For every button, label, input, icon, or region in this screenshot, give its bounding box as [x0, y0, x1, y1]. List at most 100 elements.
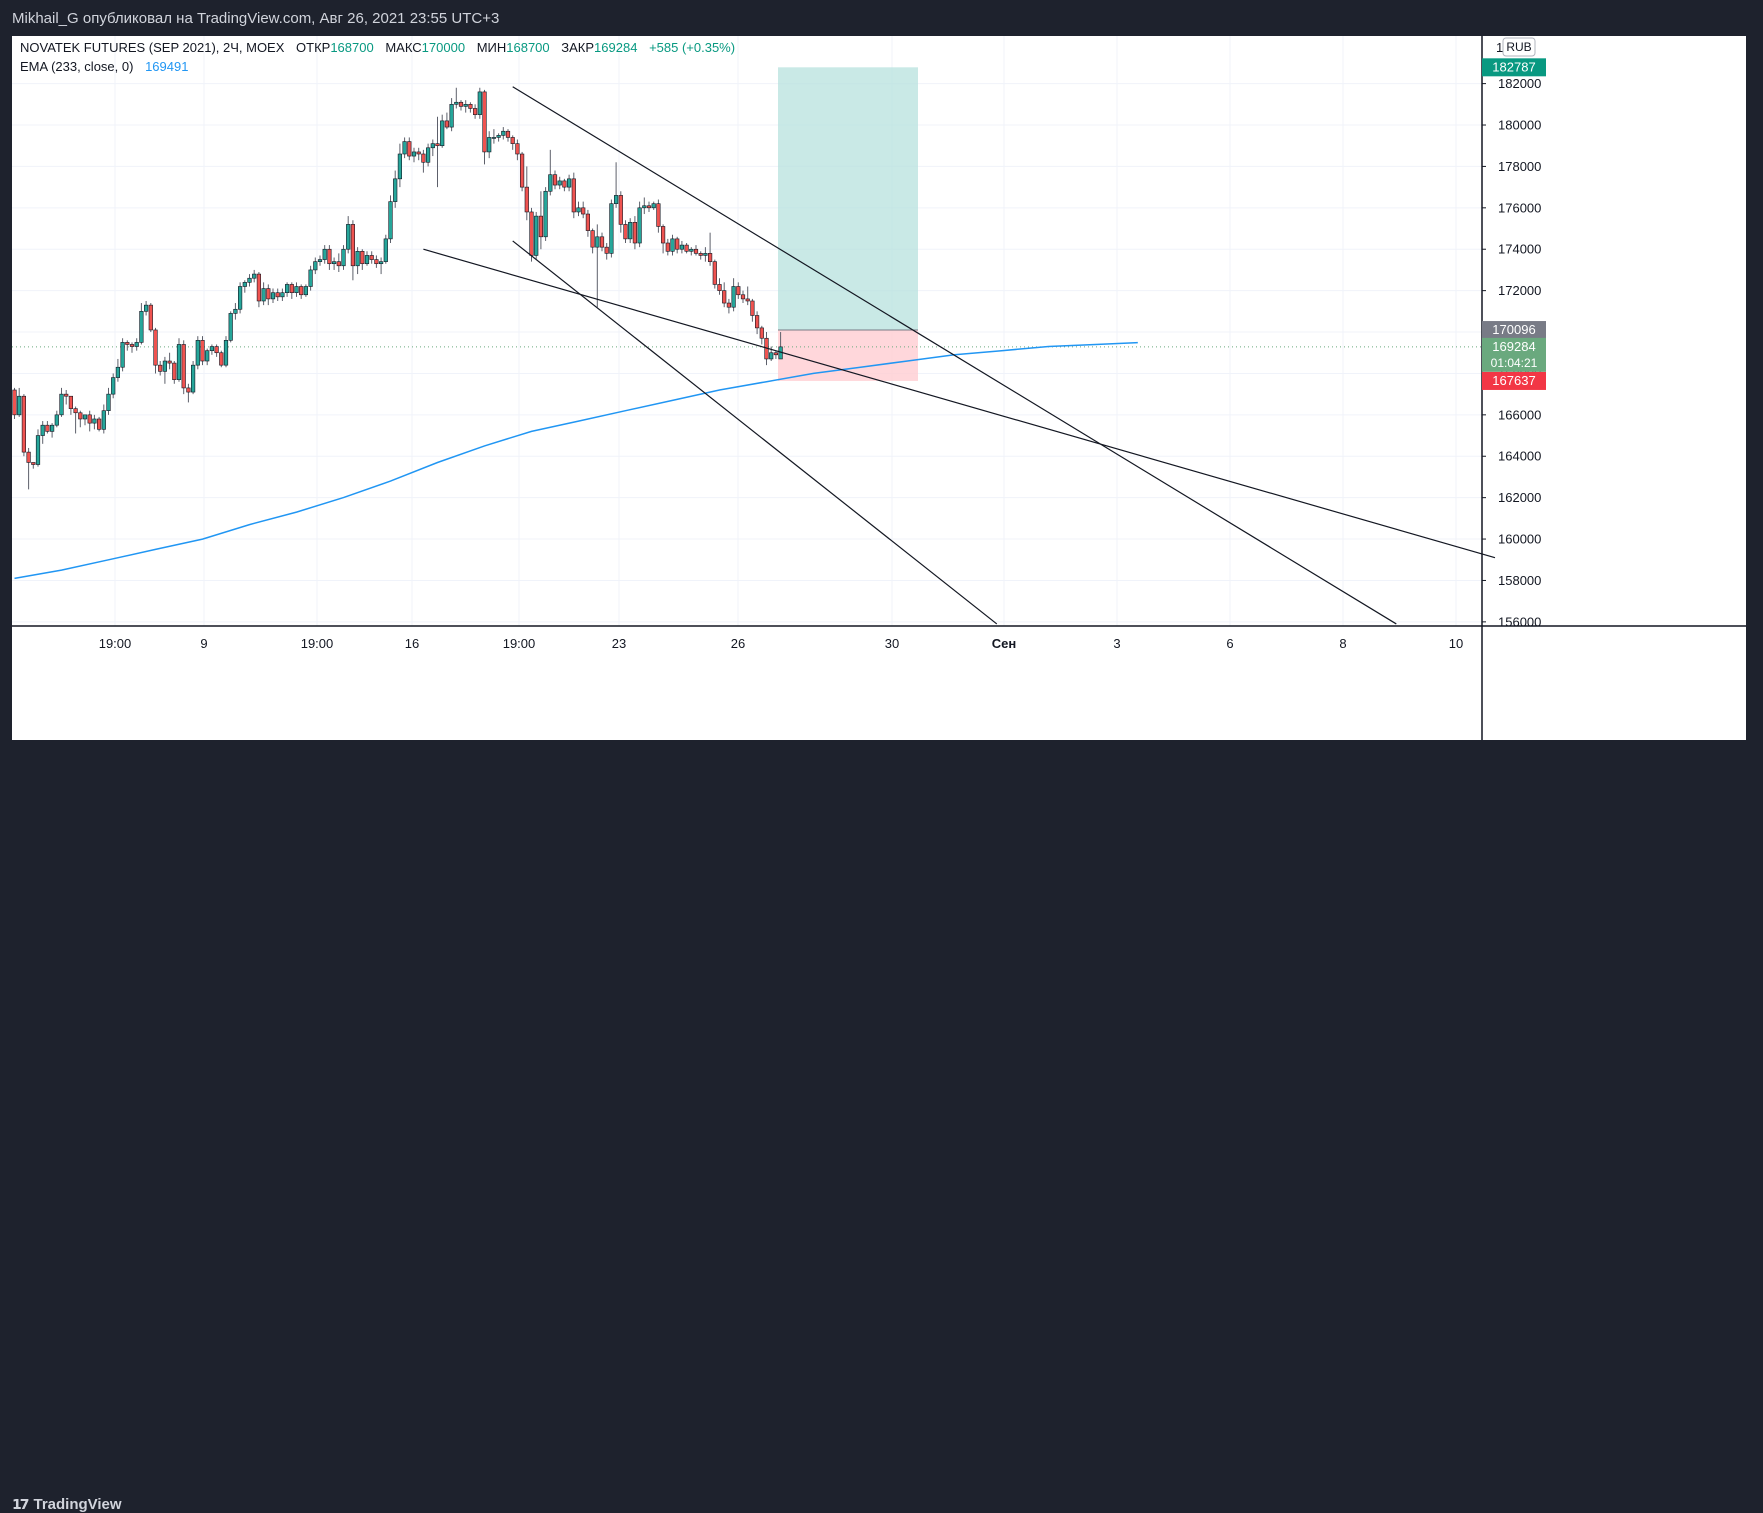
candle [153, 327, 158, 374]
candle [726, 298, 731, 314]
candle [219, 350, 224, 368]
candle [54, 410, 59, 428]
candle-body [552, 174, 558, 186]
candle-body [703, 253, 708, 256]
candle [35, 429, 41, 467]
candlesticks [12, 87, 783, 490]
trendline-lower-channel[interactable] [512, 240, 998, 625]
candle-body [750, 300, 755, 316]
candle [773, 350, 778, 359]
candle-body [402, 141, 407, 155]
candle [68, 395, 73, 415]
candle-body [454, 101, 459, 105]
y-tick-label: 182000 [1498, 76, 1541, 91]
candle-body [717, 284, 722, 291]
candle [59, 387, 64, 417]
y-tick-label: 158000 [1498, 573, 1541, 588]
candle-body [698, 253, 703, 256]
candle-body [675, 238, 680, 250]
candle [745, 286, 750, 306]
candle-body [449, 104, 454, 128]
candle-body [355, 250, 360, 267]
candle-body [472, 108, 478, 115]
candle [590, 228, 595, 254]
legend-symbol: NOVATEK FUTURES (SEP 2021), 2Ч, MOEX [20, 40, 285, 55]
x-tick-label: 26 [731, 636, 745, 651]
candle [313, 257, 318, 275]
candle-body [604, 246, 609, 254]
x-tick-label: 19:00 [99, 636, 132, 651]
candle-body [148, 304, 153, 331]
candle-body [284, 284, 290, 294]
candle-body [68, 395, 73, 409]
candle [585, 209, 590, 237]
currency-badge[interactable]: 18 RUB [1496, 37, 1536, 57]
candle [736, 282, 741, 299]
candle-body [646, 205, 652, 209]
trendline-upper-resistance[interactable] [512, 86, 1397, 625]
candle [78, 410, 83, 428]
candle [186, 383, 191, 403]
candle [416, 147, 421, 161]
candle-body [383, 238, 388, 262]
candle-body [421, 153, 426, 163]
candle [571, 172, 576, 219]
candle [158, 361, 163, 376]
candle-body [219, 352, 224, 366]
candle-body [693, 248, 699, 254]
price-chart[interactable]: 19:00 9 19:00 16 19:00 23 26 30 Сен 3 6 8 10 156000 1… [12, 36, 1746, 740]
candle [689, 247, 694, 256]
price-tag-background [1482, 371, 1546, 390]
x-tick-label: 6 [1226, 636, 1233, 651]
tradingview-logo[interactable]: 𝟭𝟳 TradingView [12, 1496, 122, 1513]
candle-body [228, 313, 233, 341]
candle [299, 284, 304, 299]
candle-body [505, 130, 511, 138]
candle-body [712, 261, 717, 285]
candle [430, 139, 435, 157]
candle [698, 251, 703, 260]
candle [604, 243, 609, 260]
candle-body [82, 414, 88, 420]
svg-text:NOVATEK FUTURES (SEP 2021), 2Ч: NOVATEK FUTURES (SEP 2021), 2Ч, MOEX ОТК… [20, 40, 735, 55]
candle-body [54, 414, 59, 426]
candle [167, 352, 172, 370]
candle-body [364, 255, 370, 265]
candle [64, 390, 69, 405]
candle-body [317, 259, 323, 262]
candle-body [186, 387, 191, 393]
x-tick-label: 19:00 [503, 636, 536, 651]
candle [623, 220, 628, 244]
candle-body [275, 292, 280, 298]
candle-body [599, 236, 605, 248]
candle-body [557, 180, 562, 186]
tradingview-logo-icon: 𝟭𝟳 [12, 1496, 30, 1512]
candle [468, 102, 473, 113]
candle-body [684, 244, 689, 252]
candle [172, 361, 177, 384]
candle [115, 358, 120, 382]
candle [139, 303, 144, 345]
candle-body [562, 180, 567, 188]
candle [613, 162, 619, 208]
candle-body [303, 286, 309, 296]
candle-body [172, 362, 177, 380]
candle [679, 240, 684, 254]
candle-body [120, 342, 125, 368]
candle-body [31, 462, 36, 465]
candle-body [435, 143, 440, 147]
candle-body [308, 269, 313, 287]
candle [82, 414, 88, 426]
candle [548, 149, 553, 196]
trendlines[interactable] [423, 86, 1496, 625]
candle-body [609, 203, 614, 254]
candle-body [12, 389, 17, 416]
candle [407, 137, 412, 161]
candle-body [214, 346, 219, 354]
price-tag-countdown: 01:04:21 [1491, 356, 1538, 370]
candle [369, 251, 374, 264]
trendline-support-trend[interactable] [423, 248, 1496, 559]
candle [120, 338, 125, 372]
candle-body [458, 101, 464, 107]
candle [284, 282, 290, 297]
